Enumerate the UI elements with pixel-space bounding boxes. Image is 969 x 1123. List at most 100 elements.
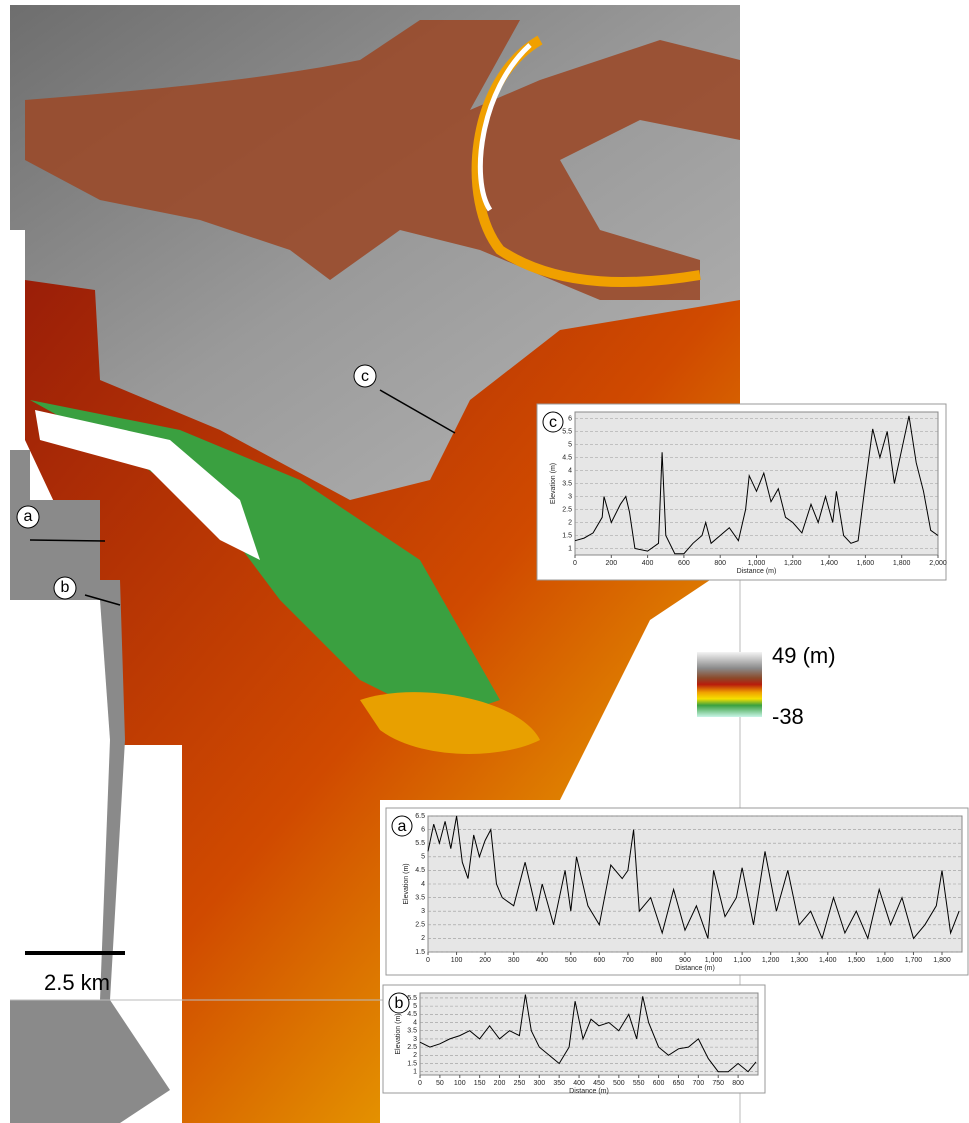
y-tick-label: 2.5 [415,922,425,929]
y-tick-label: 4 [568,467,572,474]
y-tick-label: 4.5 [562,454,572,461]
x-tick-label: 300 [508,957,520,964]
x-axis-label: Distance (m) [675,965,715,972]
y-tick-label: 3 [568,493,572,500]
y-axis-label: Elevation (m) [395,1013,402,1054]
x-tick-label: 650 [673,1080,685,1087]
x-tick-label: 2,000 [929,560,947,567]
x-tick-label: 600 [678,560,690,567]
y-tick-label: 3 [413,1036,417,1043]
plot-area [420,993,758,1075]
x-axis-label: Distance (m) [737,568,777,575]
y-tick-label: 2 [421,935,425,942]
x-tick-label: 400 [573,1080,585,1087]
x-tick-label: 550 [633,1080,645,1087]
x-tick-label: 800 [714,560,726,567]
x-tick-label: 1,600 [857,560,875,567]
x-tick-label: 800 [732,1080,744,1087]
x-tick-label: 200 [479,957,491,964]
marker-label: b [61,579,70,596]
x-tick-label: 700 [622,957,634,964]
y-tick-label: 1.5 [562,532,572,539]
y-tick-label: 6 [421,826,425,833]
x-tick-label: 1,100 [733,957,751,964]
y-tick-label: 3 [421,908,425,915]
y-axis-label: Elevation (m) [403,863,410,904]
y-tick-label: 3.5 [562,480,572,487]
y-tick-label: 5.5 [562,428,572,435]
y-tick-label: 5.5 [415,840,425,847]
y-tick-label: 3.5 [407,1028,417,1035]
x-tick-label: 1,000 [748,560,766,567]
legend-bar [697,652,762,717]
x-tick-label: 1,500 [848,957,866,964]
x-tick-label: 600 [653,1080,665,1087]
y-tick-label: 1 [413,1069,417,1076]
scale-bar-label: 2.5 km [44,970,110,995]
x-tick-label: 450 [593,1080,605,1087]
x-axis-label: Distance (m) [569,1088,609,1095]
y-tick-label: 5 [421,854,425,861]
y-tick-label: 6 [568,415,572,422]
x-tick-label: 50 [436,1080,444,1087]
y-tick-label: 5 [413,1003,417,1010]
x-tick-label: 350 [553,1080,565,1087]
y-tick-label: 2.5 [562,506,572,513]
y-tick-label: 4.5 [415,867,425,874]
chart-tag-label: b [395,995,404,1012]
y-tick-label: 1.5 [415,949,425,956]
x-tick-label: 0 [573,560,577,567]
x-tick-label: 0 [426,957,430,964]
x-tick-label: 900 [679,957,691,964]
no-data [10,600,110,1000]
profile-line [30,540,105,541]
profile-chart: 11.522.533.544.555.505010015020025030035… [383,985,765,1095]
legend-max: 49 (m) [772,643,836,668]
y-tick-label: 2.5 [407,1044,417,1051]
legend-min: -38 [772,704,804,729]
profile-chart: 1.5 2 2.5 3 3.5 4 4.5 5 5.5 6 6.5 0 100 200 300 400 500 6… [386,808,968,975]
profile-chart: 1 1.5 2 2.5 3 3.5 4 4.5 5 5.5 6 0 200 400 600 800 1,000 1… [537,404,947,580]
x-tick-label: 1,700 [905,957,923,964]
x-tick-label: 600 [593,957,605,964]
chart-tag-label: c [549,414,557,431]
x-tick-label: 1,800 [933,957,951,964]
x-tick-label: 300 [533,1080,545,1087]
y-tick-label: 4.5 [407,1011,417,1018]
y-tick-label: 4 [413,1019,417,1026]
x-tick-label: 800 [651,957,663,964]
x-tick-label: 100 [454,1080,466,1087]
y-tick-label: 6.5 [415,813,425,820]
x-tick-label: 1,400 [820,560,838,567]
x-tick-label: 700 [693,1080,705,1087]
y-tick-label: 1.5 [407,1060,417,1067]
marker-label: c [361,368,369,385]
x-tick-label: 750 [712,1080,724,1087]
x-tick-label: 150 [474,1080,486,1087]
x-tick-label: 400 [642,560,654,567]
chart-tag-label: a [398,818,407,835]
x-tick-label: 1,600 [876,957,894,964]
x-tick-label: 1,200 [784,560,802,567]
x-tick-label: 1,300 [790,957,808,964]
x-tick-label: 500 [565,957,577,964]
x-tick-label: 0 [418,1080,422,1087]
y-tick-label: 2 [568,519,572,526]
x-tick-label: 100 [451,957,463,964]
y-tick-label: 4 [421,881,425,888]
x-tick-label: 1,800 [893,560,911,567]
marker-label: a [24,508,33,525]
y-tick-label: 1 [568,545,572,552]
y-axis-label: Elevation (m) [550,463,557,504]
map-figure: c a b 2.5 km 49 (m) -38 11.522.533.544.5… [0,0,969,1123]
x-tick-label: 500 [613,1080,625,1087]
x-tick-label: 1,000 [705,957,723,964]
x-tick-label: 1,400 [819,957,837,964]
x-tick-label: 400 [536,957,548,964]
y-tick-label: 2 [413,1052,417,1059]
y-tick-label: 5 [568,441,572,448]
y-tick-label: 3.5 [415,894,425,901]
x-tick-label: 200 [605,560,617,567]
x-tick-label: 250 [514,1080,526,1087]
x-tick-label: 1,200 [762,957,780,964]
